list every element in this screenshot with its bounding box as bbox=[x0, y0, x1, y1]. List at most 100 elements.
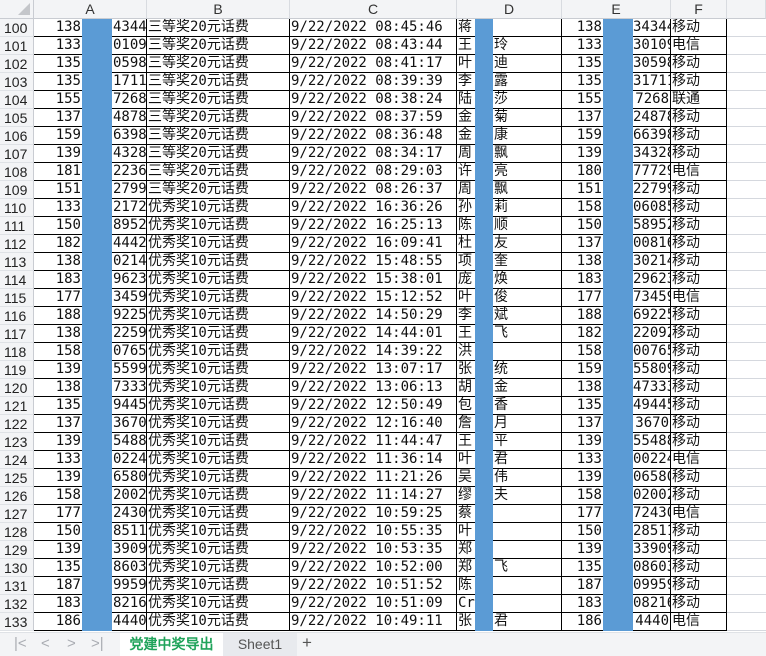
cell-d-first[interactable]: 王 bbox=[457, 37, 475, 55]
column-header-g[interactable] bbox=[727, 0, 766, 19]
cell-c[interactable]: 9/22/2022 08:36:48 bbox=[290, 127, 457, 145]
cell-e-suffix[interactable]: 49445 bbox=[633, 397, 671, 415]
cell-e-prefix[interactable]: 133 bbox=[562, 37, 603, 55]
cell-c[interactable]: 9/22/2022 14:39:22 bbox=[290, 343, 457, 361]
row-header[interactable]: 102 bbox=[0, 55, 34, 73]
cell-c[interactable]: 9/22/2022 08:34:17 bbox=[290, 145, 457, 163]
cell-e-suffix[interactable]: 29623 bbox=[633, 271, 671, 289]
cell-g[interactable] bbox=[727, 91, 766, 109]
cell-a-prefix[interactable]: 159 bbox=[34, 127, 82, 145]
cell-c[interactable]: 9/22/2022 10:59:25 bbox=[290, 505, 457, 523]
cell-b[interactable]: 优秀奖10元话费 bbox=[147, 577, 290, 595]
cell-a-prefix[interactable]: 150 bbox=[34, 523, 82, 541]
cell-d-last[interactable]: 焕 bbox=[493, 271, 562, 289]
cell-d-first[interactable]: 陈 bbox=[457, 577, 475, 595]
cell-g[interactable] bbox=[727, 271, 766, 289]
cell-g[interactable] bbox=[727, 487, 766, 505]
row-header[interactable]: 131 bbox=[0, 577, 34, 595]
cell-b[interactable]: 优秀奖10元话费 bbox=[147, 253, 290, 271]
select-all-corner[interactable] bbox=[0, 0, 34, 19]
cell-g[interactable] bbox=[727, 181, 766, 199]
cell-c[interactable]: 9/22/2022 16:36:26 bbox=[290, 199, 457, 217]
cell-a-suffix[interactable]: 8603 bbox=[112, 559, 147, 577]
cell-d-last[interactable] bbox=[493, 595, 562, 613]
cell-a-prefix[interactable]: 138 bbox=[34, 325, 82, 343]
cell-b[interactable]: 三等奖20元话费 bbox=[147, 163, 290, 181]
cell-e-prefix[interactable]: 180 bbox=[562, 163, 603, 181]
cell-b[interactable]: 三等奖20元话费 bbox=[147, 37, 290, 55]
cell-g[interactable] bbox=[727, 235, 766, 253]
cell-a-suffix[interactable]: 4344 bbox=[112, 19, 147, 37]
cell-a-suffix[interactable]: 6580 bbox=[112, 469, 147, 487]
cell-f[interactable]: 联通 bbox=[671, 91, 727, 109]
cell-a-prefix[interactable]: 135 bbox=[34, 559, 82, 577]
cell-c[interactable]: 9/22/2022 14:44:01 bbox=[290, 325, 457, 343]
cell-a-prefix[interactable]: 139 bbox=[34, 433, 82, 451]
cell-c[interactable]: 9/22/2022 08:26:37 bbox=[290, 181, 457, 199]
cell-g[interactable] bbox=[727, 307, 766, 325]
cell-d-last[interactable]: 莎 bbox=[493, 91, 562, 109]
cell-d-last[interactable]: 玲 bbox=[493, 37, 562, 55]
cell-f[interactable]: 移动 bbox=[671, 271, 727, 289]
cell-c[interactable]: 9/22/2022 15:48:55 bbox=[290, 253, 457, 271]
sheet-tab-dangjian[interactable]: 党建中奖导出 bbox=[120, 633, 223, 656]
cell-d-first[interactable]: 洪 bbox=[457, 343, 475, 361]
cell-c[interactable]: 9/22/2022 15:12:52 bbox=[290, 289, 457, 307]
cell-d-first[interactable]: 王 bbox=[457, 433, 475, 451]
cell-a-suffix[interactable]: 3670 bbox=[112, 415, 147, 433]
cell-a-prefix[interactable]: 155 bbox=[34, 91, 82, 109]
row-header[interactable]: 100 bbox=[0, 19, 34, 37]
row-header[interactable]: 104 bbox=[0, 91, 34, 109]
cell-a-suffix[interactable]: 2799 bbox=[112, 181, 147, 199]
cell-d-first[interactable]: 金 bbox=[457, 127, 475, 145]
cell-c[interactable]: 9/22/2022 14:50:29 bbox=[290, 307, 457, 325]
cell-a-suffix[interactable]: 2259 bbox=[112, 325, 147, 343]
cell-d-first[interactable]: 周 bbox=[457, 145, 475, 163]
row-header[interactable]: 101 bbox=[0, 37, 34, 55]
cell-d-first[interactable]: 包 bbox=[457, 397, 475, 415]
cell-d-last[interactable]: 迪 bbox=[493, 55, 562, 73]
column-header-f[interactable]: F bbox=[671, 0, 727, 19]
cell-d-last[interactable]: 顺 bbox=[493, 217, 562, 235]
cell-d-first[interactable]: 叶 bbox=[457, 289, 475, 307]
cell-e-suffix[interactable]: 08603 bbox=[633, 559, 671, 577]
cell-g[interactable] bbox=[727, 577, 766, 595]
cell-f[interactable]: 移动 bbox=[671, 73, 727, 91]
cell-e-prefix[interactable]: 135 bbox=[562, 559, 603, 577]
cell-a-prefix[interactable]: 181 bbox=[34, 163, 82, 181]
cell-e-suffix[interactable]: 02002 bbox=[633, 487, 671, 505]
row-header[interactable]: 111 bbox=[0, 217, 34, 235]
cell-d-last[interactable]: 飞 bbox=[493, 325, 562, 343]
cell-b[interactable]: 优秀奖10元话费 bbox=[147, 469, 290, 487]
cell-d-last[interactable]: 亮 bbox=[493, 163, 562, 181]
cell-e-suffix[interactable]: 00224 bbox=[633, 451, 671, 469]
cell-f[interactable]: 移动 bbox=[671, 127, 727, 145]
cell-a-prefix[interactable]: 151 bbox=[34, 181, 82, 199]
cell-g[interactable] bbox=[727, 397, 766, 415]
cell-c[interactable]: 9/22/2022 10:49:11 bbox=[290, 613, 457, 631]
cell-d-first[interactable]: 项 bbox=[457, 253, 475, 271]
cell-f[interactable]: 移动 bbox=[671, 577, 727, 595]
cell-f[interactable]: 移动 bbox=[671, 433, 727, 451]
cell-e-suffix[interactable]: 4440 bbox=[633, 613, 671, 631]
cell-e-suffix[interactable]: 7268 bbox=[633, 91, 671, 109]
cell-a-suffix[interactable]: 2002 bbox=[112, 487, 147, 505]
cell-g[interactable] bbox=[727, 415, 766, 433]
row-header[interactable]: 120 bbox=[0, 379, 34, 397]
cell-d-last[interactable]: 君 bbox=[493, 451, 562, 469]
cell-e-prefix[interactable]: 188 bbox=[562, 307, 603, 325]
row-header[interactable]: 121 bbox=[0, 397, 34, 415]
cell-f[interactable]: 移动 bbox=[671, 325, 727, 343]
cell-b[interactable]: 优秀奖10元话费 bbox=[147, 361, 290, 379]
cell-d-last[interactable]: 月 bbox=[493, 415, 562, 433]
cell-a-prefix[interactable]: 138 bbox=[34, 379, 82, 397]
cell-a-suffix[interactable]: 6398 bbox=[112, 127, 147, 145]
cell-b[interactable]: 优秀奖10元话费 bbox=[147, 487, 290, 505]
cell-b[interactable]: 优秀奖10元话费 bbox=[147, 343, 290, 361]
cell-e-prefix[interactable]: 182 bbox=[562, 325, 603, 343]
cell-a-prefix[interactable]: 133 bbox=[34, 199, 82, 217]
row-header[interactable]: 133 bbox=[0, 613, 34, 631]
cell-b[interactable]: 优秀奖10元话费 bbox=[147, 523, 290, 541]
cell-g[interactable] bbox=[727, 217, 766, 235]
cell-d-first[interactable]: 孙 bbox=[457, 199, 475, 217]
